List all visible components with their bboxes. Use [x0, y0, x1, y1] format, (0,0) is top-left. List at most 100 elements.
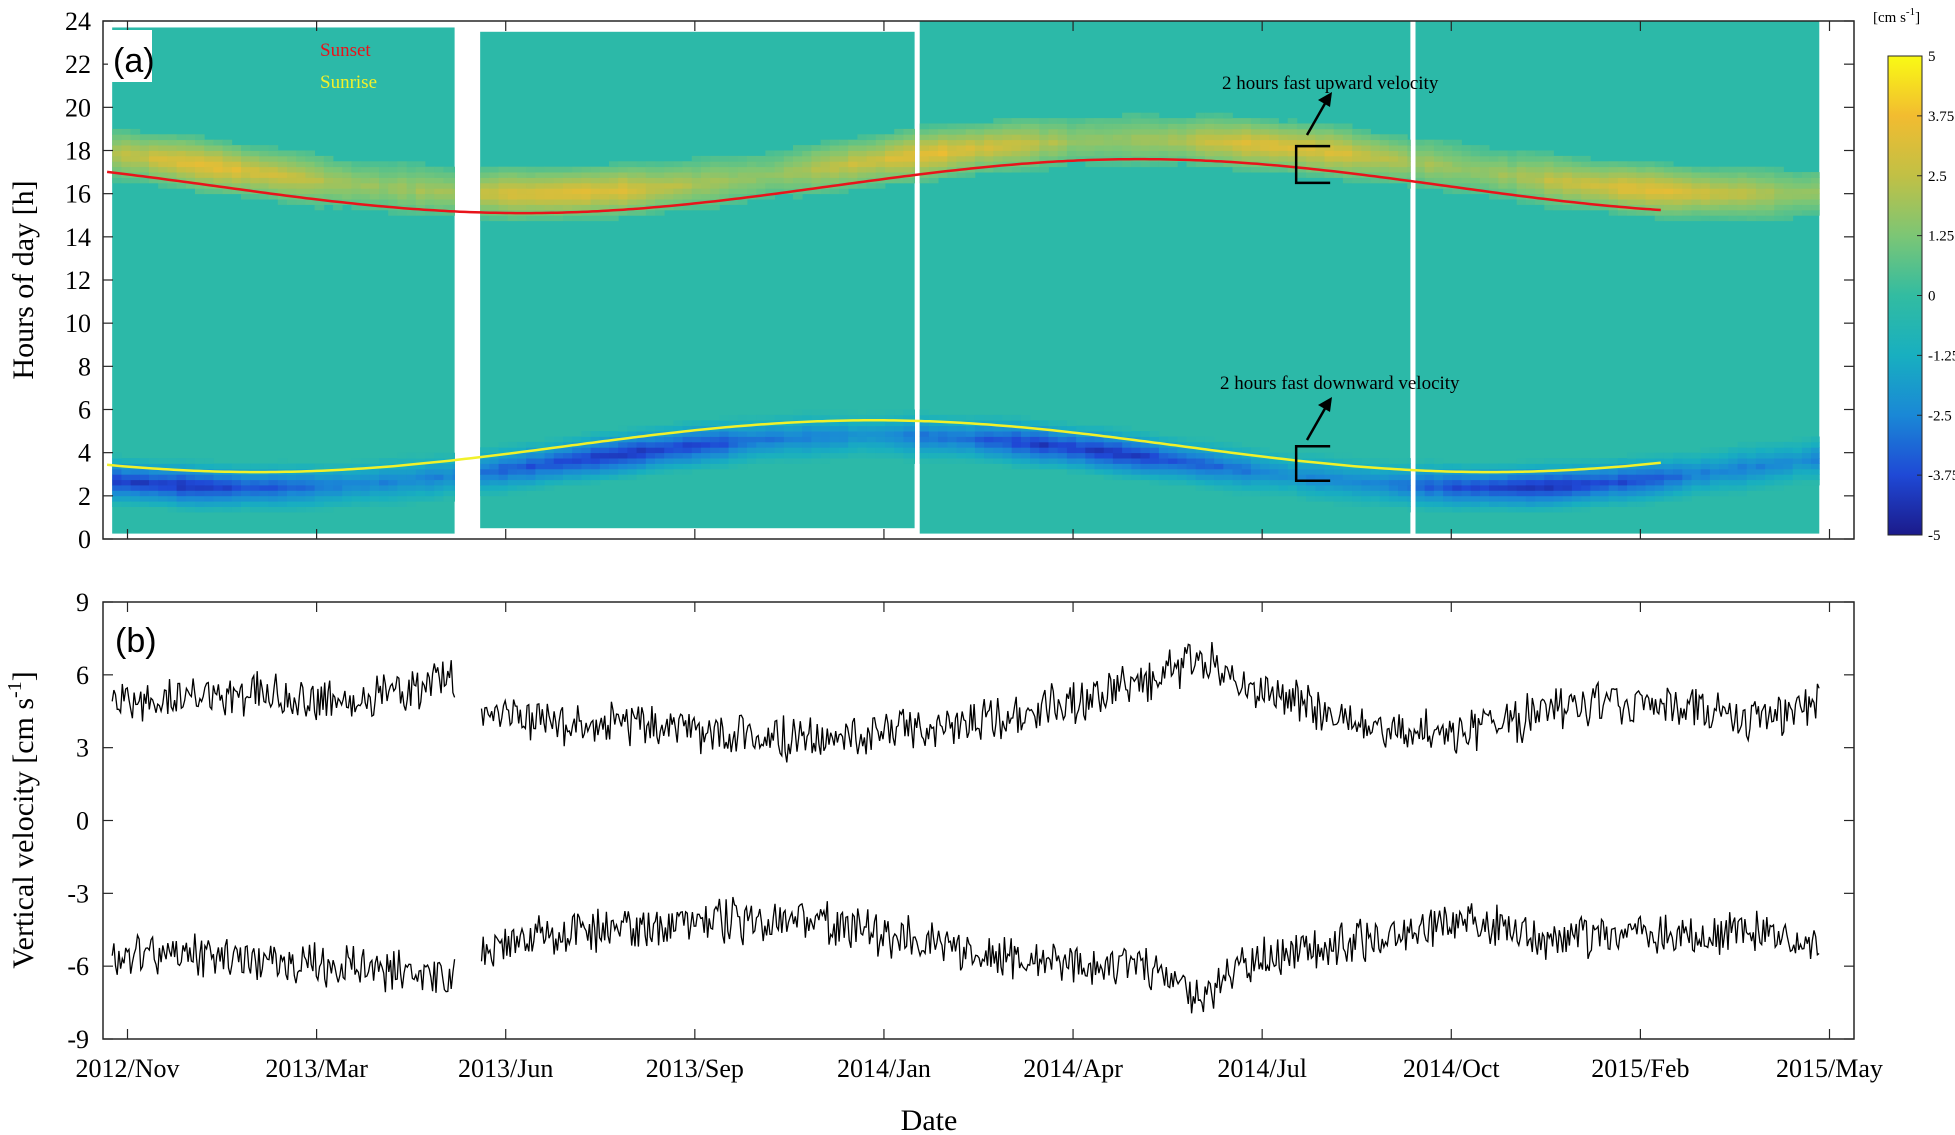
heatmap-cell	[1728, 463, 1738, 470]
heatmap-cell	[1379, 139, 1390, 146]
heatmap-cell	[1636, 474, 1646, 481]
heatmap-cell	[1168, 468, 1178, 475]
heatmap-cell	[1801, 447, 1812, 454]
heatmap-cell	[793, 150, 803, 157]
heatmap-cell	[1278, 128, 1289, 135]
heatmap-cell	[1755, 209, 1766, 216]
heatmap-cell	[1020, 420, 1031, 427]
heatmap-cell	[1774, 447, 1784, 454]
heatmap-cell	[875, 161, 886, 168]
heatmap-cell	[1250, 468, 1261, 475]
heatmap-cell	[590, 215, 601, 222]
heatmap-cell	[1168, 123, 1178, 130]
heatmap-cell	[938, 447, 948, 454]
heatmap-cell	[1398, 150, 1408, 157]
heatmap-cell	[947, 414, 957, 421]
heatmap-cell	[673, 199, 683, 205]
heatmap-cell	[956, 150, 967, 157]
heatmap-cell	[1571, 474, 1582, 481]
heatmap-cell	[984, 155, 994, 162]
heatmap-cell	[323, 501, 334, 507]
heatmap-cell	[1223, 485, 1233, 491]
heatmap-cell	[1370, 501, 1381, 507]
heatmap-cell	[655, 458, 665, 464]
heatmap-cell	[1811, 468, 1820, 475]
heatmap-cell	[590, 463, 601, 470]
heatmap-cell	[1663, 161, 1674, 168]
heatmap-cell	[1728, 204, 1738, 211]
heatmap-cell	[1498, 193, 1508, 200]
heatmap-cell	[664, 441, 674, 448]
heatmap-cell	[1608, 490, 1619, 497]
heatmap-cell	[121, 501, 131, 507]
heatmap-cell	[1516, 463, 1527, 470]
heatmap-cell	[1590, 182, 1600, 189]
heatmap-cell	[379, 182, 389, 189]
heatmap-cell	[1370, 177, 1381, 184]
heatmap-cell	[1269, 474, 1279, 481]
heatmap-cell	[974, 161, 985, 168]
heatmap-cell	[1617, 188, 1628, 195]
heatmap-cell	[928, 134, 939, 141]
heatmap-cell	[1728, 458, 1738, 464]
heatmap-cell	[1461, 188, 1472, 195]
heatmap-cell	[1287, 452, 1298, 459]
heatmap-cell	[866, 436, 877, 443]
heatmap-cell	[719, 188, 729, 195]
heatmap-cell	[1682, 452, 1692, 459]
heatmap-cell	[369, 485, 380, 491]
heatmap-cell	[1057, 452, 1068, 459]
heatmap-cell	[1379, 150, 1390, 157]
heatmap-cell	[1342, 468, 1353, 475]
heatmap-cell	[1131, 128, 1141, 135]
heatmap-cell	[388, 485, 398, 491]
heatmap-cell	[268, 166, 279, 173]
heatmap-cell	[581, 166, 591, 173]
heatmap-cell	[636, 161, 647, 168]
heatmap-cell	[965, 441, 976, 448]
heatmap-cell	[1691, 166, 1702, 173]
heatmap-cell	[965, 145, 976, 151]
heatmap-cell	[993, 123, 1003, 130]
heatmap-cell	[489, 474, 499, 481]
heatmap-cell	[811, 172, 821, 178]
heatmap-cell	[526, 204, 536, 211]
heatmap-cell	[1122, 441, 1132, 448]
heatmap-cell	[1581, 468, 1591, 475]
heatmap-cell	[1094, 425, 1105, 432]
heatmap-cell	[1287, 134, 1298, 141]
heatmap-cell	[1571, 166, 1582, 173]
heatmap-cell	[1002, 414, 1013, 421]
heatmap-cell	[1020, 128, 1031, 135]
heatmap-cell	[1002, 155, 1013, 162]
heatmap-cell	[1204, 128, 1215, 135]
heatmap-cell	[1269, 150, 1279, 157]
heatmap-cell	[1186, 474, 1197, 481]
heatmap-cell	[452, 495, 455, 502]
heatmap-cell	[984, 145, 994, 151]
heatmap-cell	[710, 441, 720, 448]
heatmap-cell	[1700, 182, 1711, 189]
heatmap-cell	[250, 495, 260, 502]
heatmap-cell	[618, 199, 628, 205]
heatmap-cell	[627, 204, 637, 211]
heatmap-cell	[774, 452, 785, 459]
heatmap-cell	[783, 425, 794, 432]
heatmap-cell	[572, 479, 582, 486]
heatmap-cell	[866, 425, 877, 432]
heatmap-cell	[1590, 501, 1600, 507]
heatmap-cell	[1489, 495, 1499, 502]
heatmap-cell	[1241, 458, 1252, 464]
heatmap-cell	[1168, 128, 1178, 135]
heatmap-cell	[1590, 199, 1600, 205]
heatmap-cell	[756, 155, 766, 162]
heatmap-cell	[1057, 139, 1068, 146]
heatmap-cell	[360, 204, 371, 211]
heatmap-cell	[287, 485, 297, 491]
heatmap-cell	[885, 177, 895, 184]
heatmap-cell	[369, 188, 380, 195]
heatmap-cell	[974, 150, 985, 157]
heatmap-cell	[1131, 431, 1141, 437]
heatmap-cell	[1168, 145, 1178, 151]
heatmap-cell	[1746, 215, 1757, 222]
